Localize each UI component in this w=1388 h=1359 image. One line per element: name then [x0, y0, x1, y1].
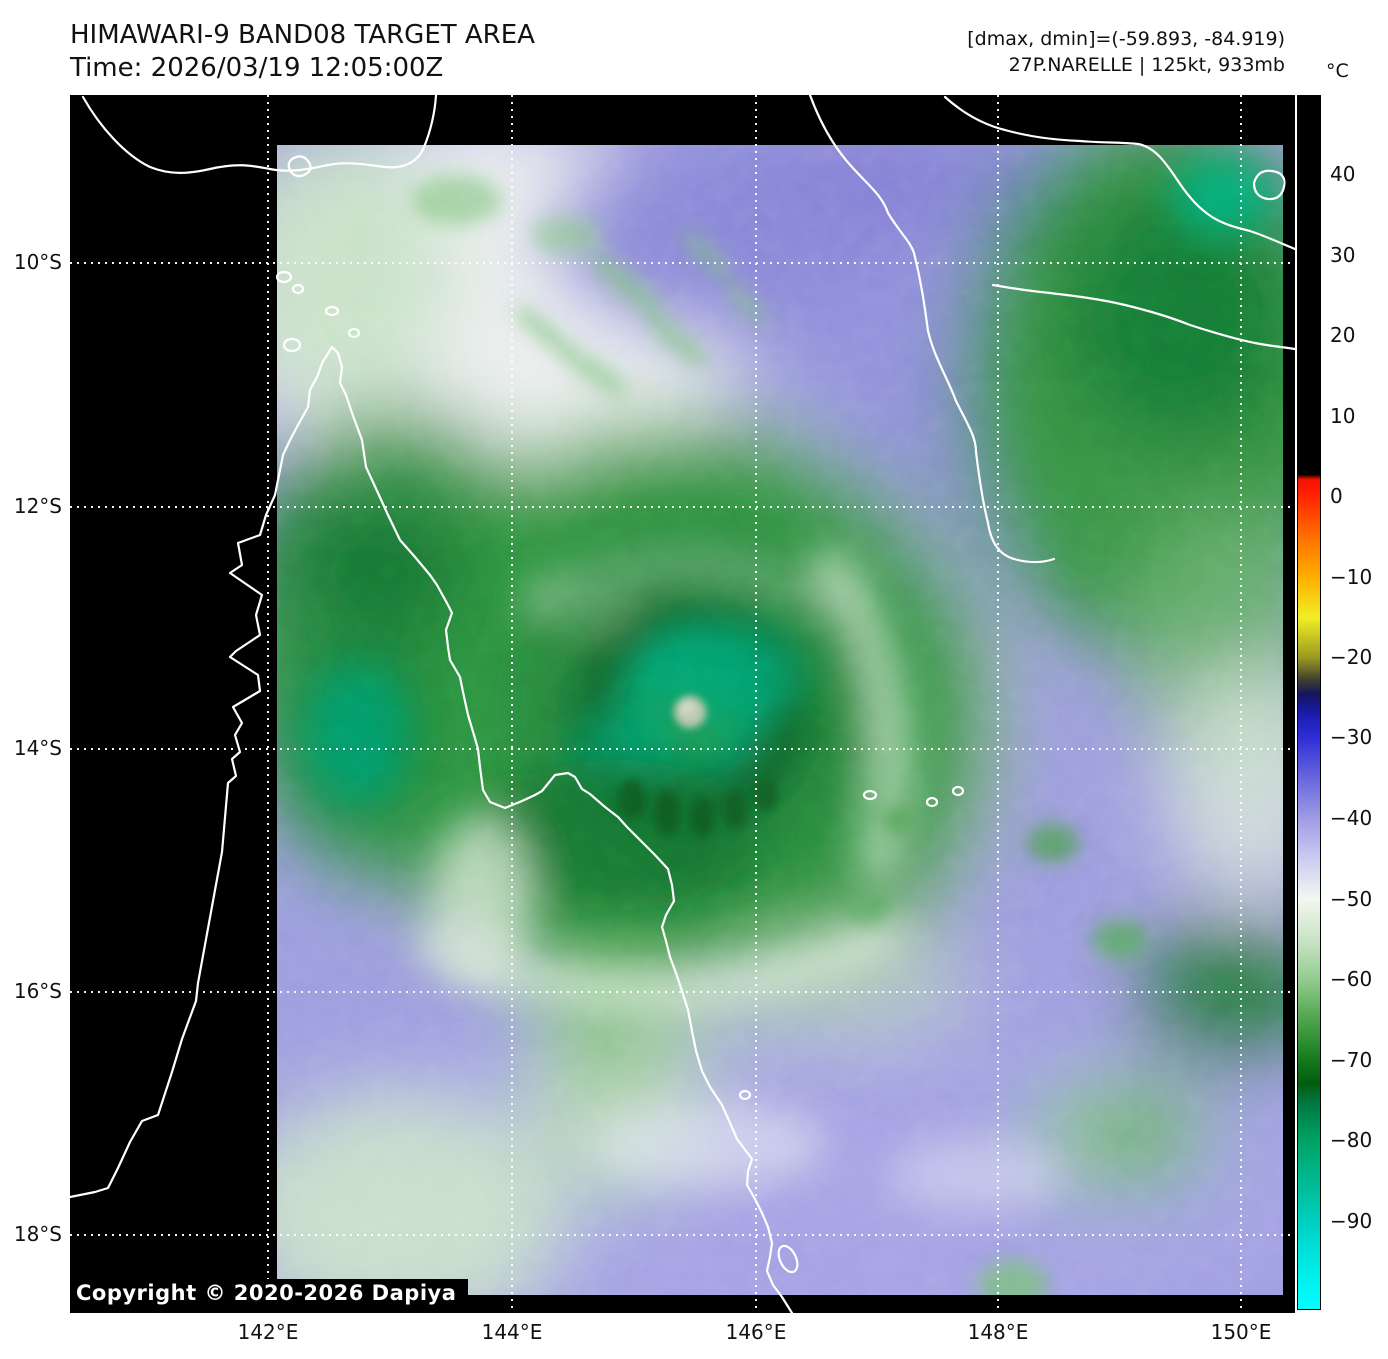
colorbar-tick-label: −50 [1330, 887, 1373, 912]
gridline-lon-150°E [1240, 95, 1242, 1313]
lon-tick-label: 150°E [1210, 1320, 1272, 1344]
storm-info-label: 27P.NARELLE | 125kt, 933mb [1008, 54, 1285, 76]
colorbar-tick-label: 0 [1330, 484, 1343, 509]
gridline-lon-146°E [755, 95, 757, 1313]
copyright-badge: Copyright © 2020-2026 Dapiya [70, 1279, 469, 1310]
colorbar-tick-label: −80 [1330, 1127, 1373, 1152]
gridline-lon-144°E [511, 95, 513, 1313]
page-title: HIMAWARI-9 BAND08 TARGET AREA [70, 20, 535, 50]
dmax-dmin-label: [dmax, dmin]=(-59.893, -84.919) [967, 28, 1285, 50]
gridline-lat-10°S [70, 262, 1295, 264]
colorbar-tick-label: −70 [1330, 1048, 1373, 1073]
satellite-image [277, 145, 1283, 1295]
gridline-lat-14°S [70, 748, 1295, 750]
colorbar-tick-label: −90 [1330, 1209, 1373, 1234]
gridline-lon-148°E [997, 95, 999, 1313]
colorbar-tick-label: 30 [1330, 242, 1356, 267]
lat-tick-label: 18°S [13, 1222, 62, 1246]
lat-tick-label: 14°S [13, 736, 62, 760]
colorbar-unit-label: °C [1326, 60, 1349, 82]
gridline-lat-18°S [70, 1234, 1295, 1236]
lon-tick-label: 148°E [967, 1320, 1029, 1344]
lon-tick-label: 142°E [237, 1320, 299, 1344]
lat-tick-label: 12°S [13, 494, 62, 518]
colorbar-tick-label: −40 [1330, 806, 1373, 831]
colorbar [1297, 95, 1321, 1310]
colorbar-tick-label: −30 [1330, 724, 1373, 749]
lat-tick-label: 16°S [13, 979, 62, 1003]
colorbar-tick-label: −20 [1330, 645, 1373, 670]
lon-tick-label: 146°E [725, 1320, 787, 1344]
colorbar-tick-label: 10 [1330, 403, 1356, 428]
lat-tick-label: 10°S [13, 250, 62, 274]
timestamp-label: Time: 2026/03/19 12:05:00Z [70, 53, 444, 83]
colorbar-tick-label: −60 [1330, 967, 1373, 991]
lon-tick-label: 144°E [481, 1320, 543, 1344]
gridline-lat-16°S [70, 991, 1295, 993]
gridline-lon-142°E [267, 95, 269, 1313]
colorbar-tick-label: 20 [1330, 323, 1356, 348]
gridline-lat-12°S [70, 506, 1295, 508]
satellite-map-axes: Copyright © 2020-2026 Dapiya [70, 95, 1295, 1313]
colorbar-tick-label: 40 [1330, 161, 1356, 186]
colorbar-tick-label: −10 [1330, 564, 1373, 589]
